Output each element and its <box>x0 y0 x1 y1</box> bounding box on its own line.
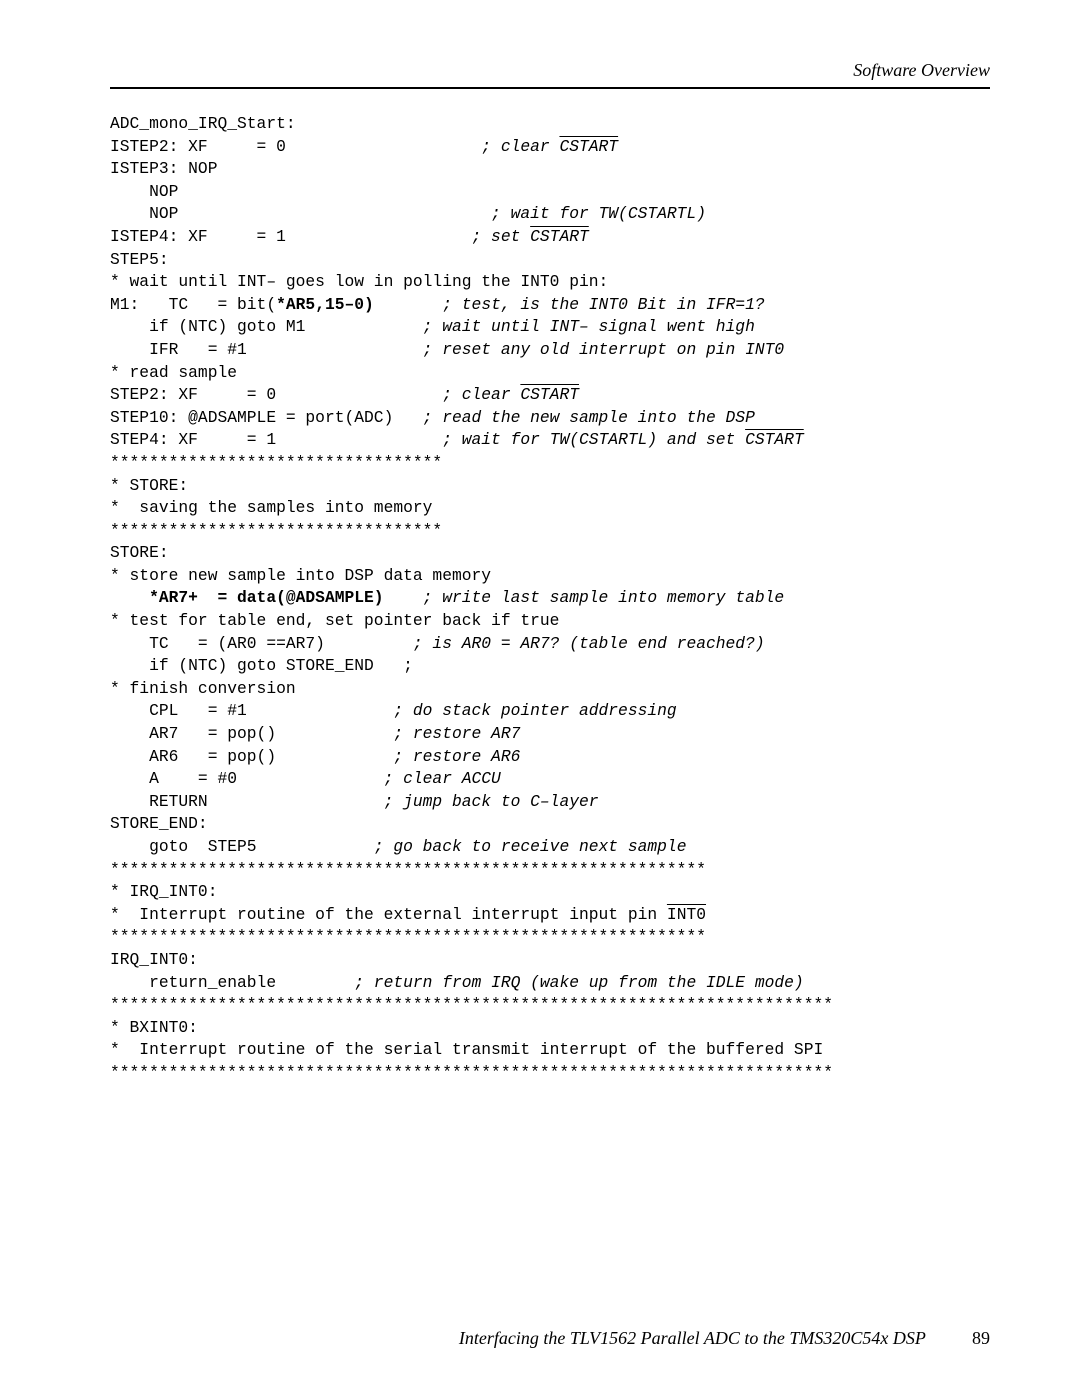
code-line: NOP ; wait for TW(CSTARTL) <box>110 204 706 223</box>
code-line: ISTEP4: XF = 1 ; set CSTART <box>110 227 589 246</box>
code-line: AR7 = pop() ; restore AR7 <box>110 724 520 743</box>
code-line: * read sample <box>110 363 237 382</box>
code-line: * store new sample into DSP data memory <box>110 566 491 585</box>
code-line: CPL = #1 ; do stack pointer addressing <box>110 701 677 720</box>
code-line: ISTEP3: NOP <box>110 159 217 178</box>
code-line: ****************************************… <box>110 860 706 879</box>
code-line: * finish conversion <box>110 679 296 698</box>
page-number: 89 <box>930 1328 990 1349</box>
code-line: STEP10: @ADSAMPLE = port(ADC) ; read the… <box>110 408 755 427</box>
header-rule <box>110 87 990 89</box>
code-line: AR6 = pop() ; restore AR6 <box>110 747 520 766</box>
code-line: ********************************** <box>110 453 442 472</box>
code-line: * IRQ_INT0: <box>110 882 217 901</box>
code-line: NOP <box>110 182 178 201</box>
code-line: if (NTC) goto STORE_END ; <box>110 656 413 675</box>
code-line: * saving the samples into memory <box>110 498 432 517</box>
code-listing: ADC_mono_IRQ_Start: ISTEP2: XF = 0 ; cle… <box>110 113 990 1085</box>
code-line: STEP5: <box>110 250 169 269</box>
code-line: return_enable ; return from IRQ (wake up… <box>110 973 804 992</box>
code-line: if (NTC) goto M1 ; wait until INT– signa… <box>110 317 755 336</box>
code-line: ****************************************… <box>110 995 833 1014</box>
code-line: goto STEP5 ; go back to receive next sam… <box>110 837 686 856</box>
code-line: ISTEP2: XF = 0 ; clear CSTART <box>110 137 618 156</box>
code-line: * test for table end, set pointer back i… <box>110 611 559 630</box>
code-line: IFR = #1 ; reset any old interrupt on pi… <box>110 340 784 359</box>
code-line: TC = (AR0 ==AR7) ; is AR0 = AR7? (table … <box>110 634 765 653</box>
code-line: ADC_mono_IRQ_Start: <box>110 114 296 133</box>
code-line: * STORE: <box>110 476 188 495</box>
code-line: STORE: <box>110 543 169 562</box>
page: Software Overview ADC_mono_IRQ_Start: IS… <box>0 0 1080 1397</box>
code-line: * Interrupt routine of the serial transm… <box>110 1040 823 1059</box>
code-line: ****************************************… <box>110 1063 833 1082</box>
code-line: * Interrupt routine of the external inte… <box>110 905 706 924</box>
code-line: M1: TC = bit(*AR5,15–0) ; test, is the I… <box>110 295 765 314</box>
code-line: * wait until INT– goes low in polling th… <box>110 272 608 291</box>
code-line: * BXINT0: <box>110 1018 198 1037</box>
code-line: *AR7+ = data(@ADSAMPLE) ; write last sam… <box>110 588 784 607</box>
footer-title: Interfacing the TLV1562 Parallel ADC to … <box>459 1328 926 1348</box>
code-line: STEP4: XF = 1 ; wait for TW(CSTARTL) and… <box>110 430 804 449</box>
code-line: ****************************************… <box>110 927 706 946</box>
code-line: RETURN ; jump back to C–layer <box>110 792 599 811</box>
running-head: Software Overview <box>110 60 990 81</box>
code-line: STEP2: XF = 0 ; clear CSTART <box>110 385 579 404</box>
code-line: A = #0 ; clear ACCU <box>110 769 501 788</box>
code-line: IRQ_INT0: <box>110 950 198 969</box>
code-line: ********************************** <box>110 521 442 540</box>
footer: Interfacing the TLV1562 Parallel ADC to … <box>110 1328 990 1349</box>
code-line: STORE_END: <box>110 814 208 833</box>
